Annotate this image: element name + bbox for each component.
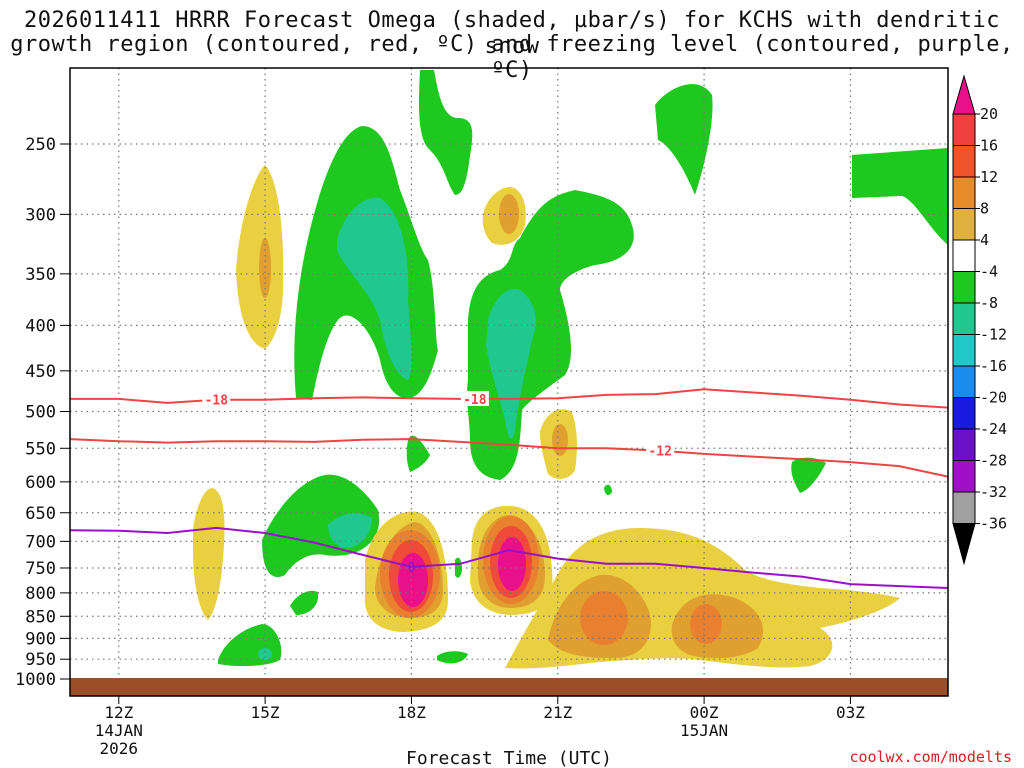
omega-region-down-moderate (552, 424, 568, 456)
colorbar-tick-label: -36 (980, 515, 1007, 533)
dgz-contour-label: -18 (463, 393, 487, 408)
omega-region-up-strong (337, 197, 412, 380)
y-tick-label: 350 (25, 265, 56, 285)
colorbar-tick-label: -32 (980, 483, 1007, 501)
colorbar-segment (952, 302, 976, 335)
colorbar-segment (952, 491, 976, 524)
y-tick-label: 600 (25, 473, 56, 493)
chart-title-line-1: 2026011411 HRRR Forecast Omega (shaded, … (24, 8, 1000, 59)
y-tick-label: 250 (25, 135, 56, 155)
colorbar-tick-label: -12 (980, 326, 1007, 344)
colorbar-tick-label: -20 (980, 389, 1007, 407)
y-tick-label: 400 (25, 316, 56, 336)
omega-region-down-moderate (499, 194, 519, 234)
dgz-contour-label: -18 (205, 394, 229, 409)
x-tick-year: 2026 (100, 739, 139, 758)
colorbar-segment (952, 334, 976, 367)
omega-region-up (655, 84, 713, 195)
colorbar-tick-label: -8 (980, 294, 998, 312)
contour-label-bg (646, 442, 675, 458)
colorbar-segment (952, 365, 976, 398)
colorbar-tick-label: 4 (980, 231, 989, 249)
omega-shaded-field (193, 70, 948, 669)
omega-region-down-moderate (259, 238, 271, 298)
y-tick-label: 550 (25, 439, 56, 459)
omega-region-up (604, 484, 612, 496)
colorbar-tick-label: 20 (980, 105, 998, 123)
y-tick-label: 450 (25, 362, 56, 382)
y-tick-label: 1000 (15, 670, 56, 690)
dgz-contour-line (70, 438, 948, 478)
y-tick-label: 650 (25, 504, 56, 524)
colorbar-tick-label: -28 (980, 452, 1007, 470)
y-axis-pressure: 2503003504004505005506006507007508008509… (15, 135, 70, 690)
y-tick-label: 700 (25, 532, 56, 552)
y-tick-label: 500 (25, 403, 56, 423)
contour-lines: -18 -18 -12 0 (70, 388, 948, 589)
plot-frame (69, 67, 949, 697)
x-tick-label: 21Z (543, 703, 572, 722)
colorbar-segment (952, 397, 976, 430)
omega-region-down-strong (690, 604, 722, 644)
omega-region-up (218, 624, 282, 667)
omega-region-up (791, 457, 826, 493)
y-tick-label: 950 (25, 650, 56, 670)
colorbar-tick-label: -16 (980, 357, 1007, 375)
y-tick-label: 300 (25, 205, 56, 225)
y-tick-label: 850 (25, 607, 56, 627)
x-tick-label: 18Z (397, 703, 426, 722)
colorbar-segment (952, 428, 976, 461)
colorbar-segment (952, 239, 976, 272)
omega-region-up (418, 70, 473, 195)
colorbar-tick-label: 16 (980, 137, 998, 155)
omega-region-up-strong (258, 648, 272, 660)
omega-region-up-strong (328, 513, 372, 548)
x-tick-date: 14JAN (95, 721, 143, 740)
freezing-level-line (70, 526, 948, 589)
colorbar-segment (952, 113, 976, 146)
gridlines (70, 68, 948, 678)
x-tick-label: 15Z (251, 703, 280, 722)
colorbar-segment (952, 208, 976, 241)
x-tick-date: 15JAN (680, 721, 728, 740)
x-tick-label: 03Z (836, 703, 865, 722)
y-tick-label: 800 (25, 584, 56, 604)
omega-region-up (455, 557, 462, 578)
ground-surface-bar (70, 678, 948, 696)
colorbar-tick-label: 8 (980, 200, 989, 218)
x-axis-label: Forecast Time (UTC) (406, 748, 612, 768)
y-tick-label: 750 (25, 559, 56, 579)
colorbar-legend: 20 16 12 8 4 -4 -8 -12 -16 -20 -24 -28 -32 -36 (952, 74, 1007, 566)
colorbar-tick-label: 12 (980, 168, 998, 186)
omega-region-up (290, 590, 319, 615)
contour-label-bg (460, 390, 489, 406)
colorbar-tick-label: -4 (980, 263, 998, 281)
dgz-contour-label: -12 (648, 445, 671, 460)
credit-text: coolwx.com/modelts (849, 748, 1012, 766)
contour-label-bg (202, 391, 231, 407)
omega-region-down-extreme (498, 537, 526, 591)
omega-region-up (437, 651, 468, 664)
y-tick-label: 900 (25, 629, 56, 649)
colorbar-segment (952, 145, 976, 178)
omega-region-up (852, 148, 948, 245)
colorbar-tick-label: -24 (980, 420, 1007, 438)
chart-title-line-2: growth region (contoured, red, ºC) and f… (10, 32, 1014, 83)
colorbar-segment (952, 460, 976, 493)
x-tick-label: 00Z (690, 703, 719, 722)
colorbar-segment (952, 176, 976, 209)
omega-region-up-strong (486, 288, 536, 439)
omega-region-up (406, 435, 430, 472)
freezing-level-label: 0 (408, 561, 416, 576)
omega-region-down (193, 488, 225, 620)
colorbar-segment (952, 74, 976, 115)
colorbar-segment (952, 523, 976, 566)
x-tick-label: 12Z (104, 703, 133, 722)
omega-region-down-strong (580, 591, 628, 645)
colorbar-segment (952, 271, 976, 304)
